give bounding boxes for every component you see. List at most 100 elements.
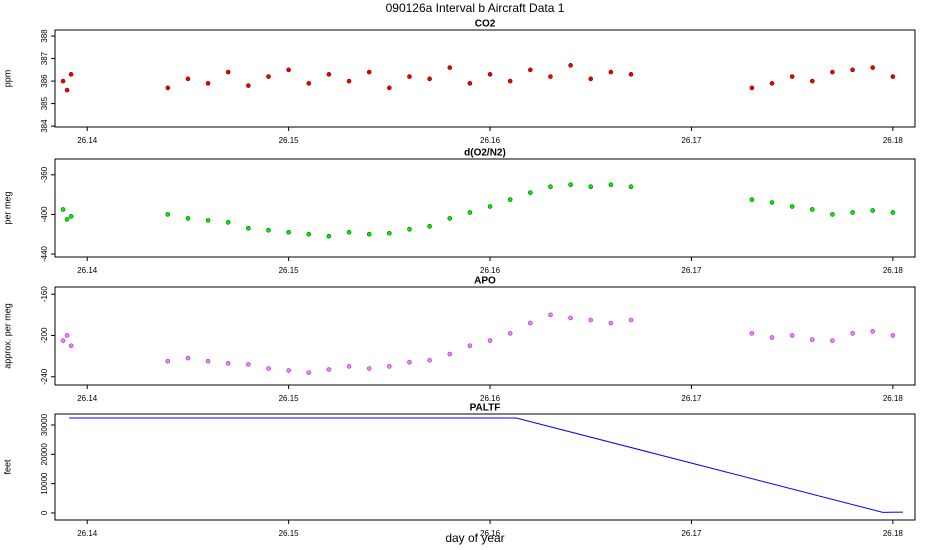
- point: [467, 210, 473, 215]
- point: [165, 85, 171, 91]
- point: [407, 226, 412, 232]
- point: [528, 67, 533, 73]
- point: [467, 81, 473, 86]
- point: [185, 76, 191, 82]
- point: [608, 182, 614, 188]
- x-tick-label: 26.15: [279, 529, 300, 538]
- x-tick-label: 26.18: [883, 266, 904, 275]
- x-tick-label: 26.14: [77, 394, 98, 403]
- point: [749, 85, 755, 91]
- point: [165, 212, 171, 217]
- point: [809, 78, 815, 84]
- y-tick-label: 30000: [40, 413, 49, 436]
- point: [507, 331, 513, 336]
- point: [427, 357, 432, 363]
- x-tick-label: 26.15: [279, 394, 300, 403]
- point: [387, 364, 392, 369]
- point: [548, 74, 553, 79]
- point: [306, 231, 312, 237]
- x-tick-label: 26.18: [883, 136, 904, 145]
- x-tick-label: 26.18: [883, 529, 904, 538]
- x-tick-label: 26.15: [279, 136, 300, 145]
- point: [769, 335, 775, 340]
- y-tick-label: 20000: [40, 443, 49, 466]
- point: [588, 184, 594, 190]
- y-tick-label: 386: [40, 74, 49, 88]
- point: [850, 210, 855, 215]
- chart-title: 090126a Interval b Aircraft Data 1: [386, 1, 565, 15]
- point: [225, 361, 231, 366]
- panel-title: CO2: [475, 19, 496, 30]
- point: [366, 231, 372, 237]
- point: [789, 333, 795, 338]
- y-axis-label: approx. per meg: [2, 303, 12, 369]
- point: [769, 200, 775, 205]
- point: [68, 214, 74, 219]
- point: [326, 367, 332, 372]
- point: [809, 207, 815, 212]
- point: [548, 184, 553, 190]
- point: [568, 182, 573, 188]
- point: [568, 63, 573, 68]
- point: [60, 207, 66, 212]
- y-tick-label: -200: [40, 327, 49, 344]
- point: [346, 78, 352, 84]
- point: [165, 358, 171, 364]
- point: [366, 69, 372, 75]
- point: [246, 83, 251, 88]
- point: [427, 76, 432, 82]
- plot-frame: [54, 413, 916, 521]
- point: [266, 366, 271, 371]
- y-tick-label: -360: [40, 166, 49, 183]
- point: [870, 329, 876, 334]
- point: [628, 72, 634, 77]
- x-tick-label: 26.15: [279, 266, 300, 275]
- x-tick-label: 26.17: [681, 266, 702, 275]
- point: [286, 67, 291, 73]
- plot-frame: [54, 158, 916, 258]
- point: [507, 197, 513, 202]
- point: [427, 224, 432, 229]
- y-tick-label: -240: [40, 368, 49, 385]
- point: [890, 210, 896, 215]
- point: [487, 338, 493, 343]
- point: [64, 87, 70, 93]
- x-tick-label: 26.16: [480, 266, 501, 275]
- point: [588, 76, 594, 82]
- point: [185, 355, 191, 361]
- point: [850, 67, 855, 73]
- point: [387, 85, 392, 91]
- panel-title: APO: [474, 276, 496, 287]
- y-tick-label: 388: [40, 29, 49, 43]
- panel-title: d(O2/N2): [464, 148, 506, 159]
- point: [447, 65, 453, 70]
- line: [69, 417, 903, 513]
- point: [870, 208, 876, 213]
- point: [387, 230, 392, 236]
- point: [407, 74, 412, 79]
- point: [528, 190, 533, 195]
- point: [205, 218, 211, 223]
- point: [890, 74, 896, 79]
- point: [266, 74, 271, 79]
- point: [306, 81, 312, 86]
- point: [64, 333, 70, 338]
- plot-frame: [54, 286, 916, 386]
- point: [467, 343, 473, 349]
- x-tick-label: 26.16: [480, 529, 501, 538]
- point: [60, 78, 66, 84]
- x-tick-label: 26.17: [681, 394, 702, 403]
- y-axis-label: per meg: [2, 191, 12, 224]
- point: [850, 331, 855, 336]
- y-axis-label: feet: [2, 459, 12, 475]
- point: [68, 343, 74, 349]
- x-tick-label: 26.14: [77, 529, 98, 538]
- point: [205, 81, 211, 86]
- point: [548, 312, 553, 318]
- point: [749, 197, 755, 202]
- y-axis-label: ppm: [2, 70, 12, 88]
- point: [225, 69, 231, 75]
- point: [749, 331, 755, 336]
- x-tick-label: 26.14: [77, 136, 98, 145]
